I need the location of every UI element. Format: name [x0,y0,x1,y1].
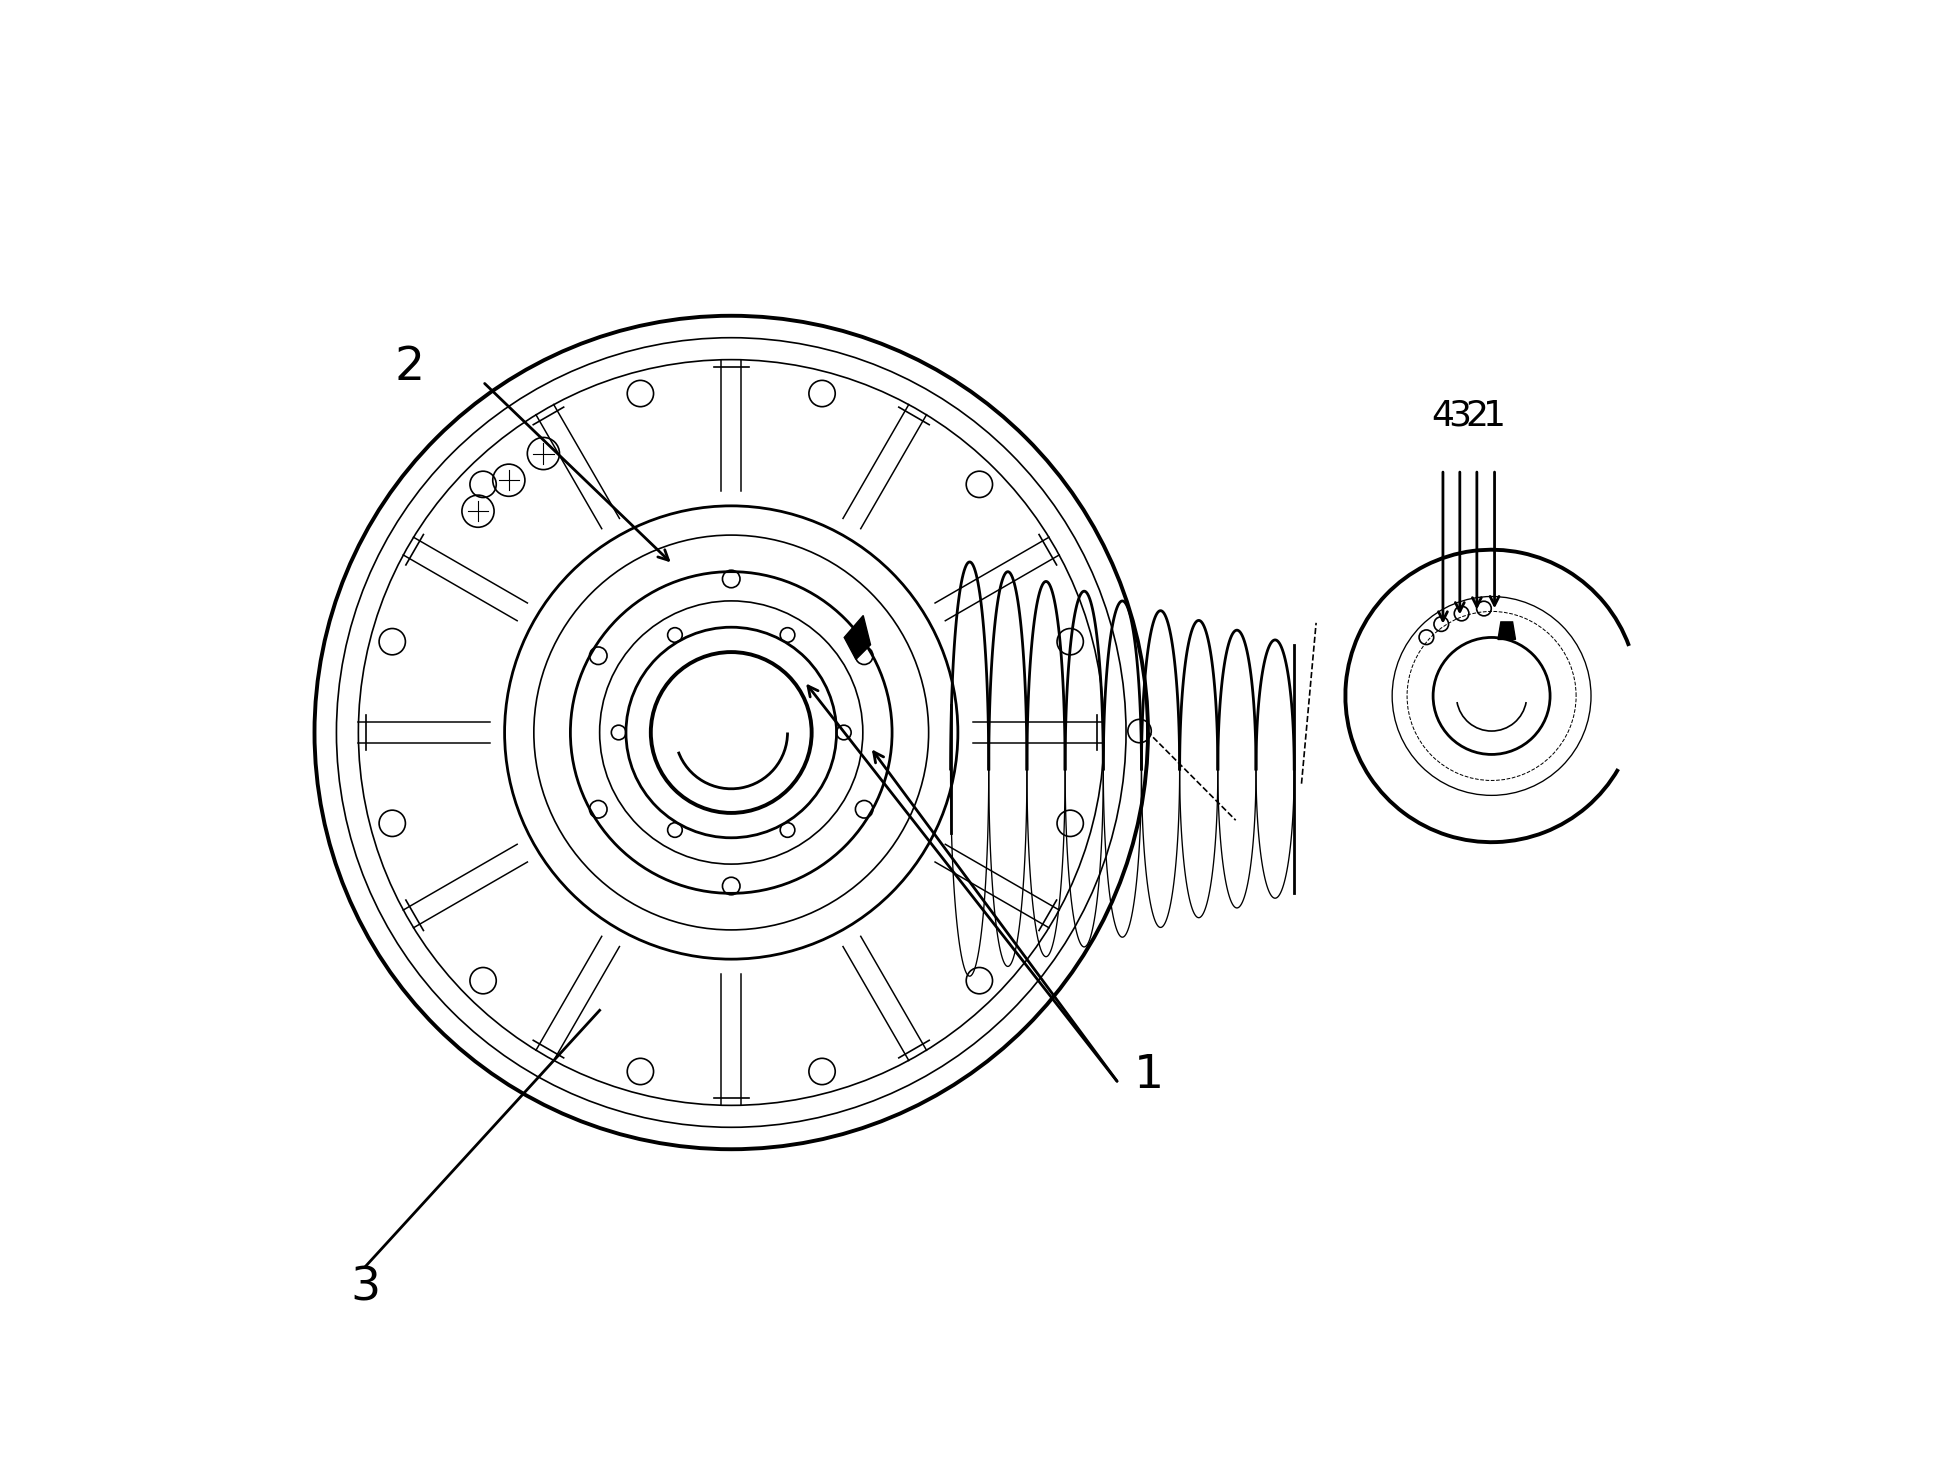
Text: 4: 4 [1432,398,1455,432]
Polygon shape [844,615,871,659]
Text: 3: 3 [350,1266,381,1311]
Polygon shape [1498,623,1515,639]
Text: 2: 2 [395,346,424,390]
Text: 3: 3 [1449,398,1470,432]
Text: 1: 1 [1134,1053,1163,1099]
Text: 2: 2 [1465,398,1488,432]
Text: 1: 1 [1482,398,1505,432]
